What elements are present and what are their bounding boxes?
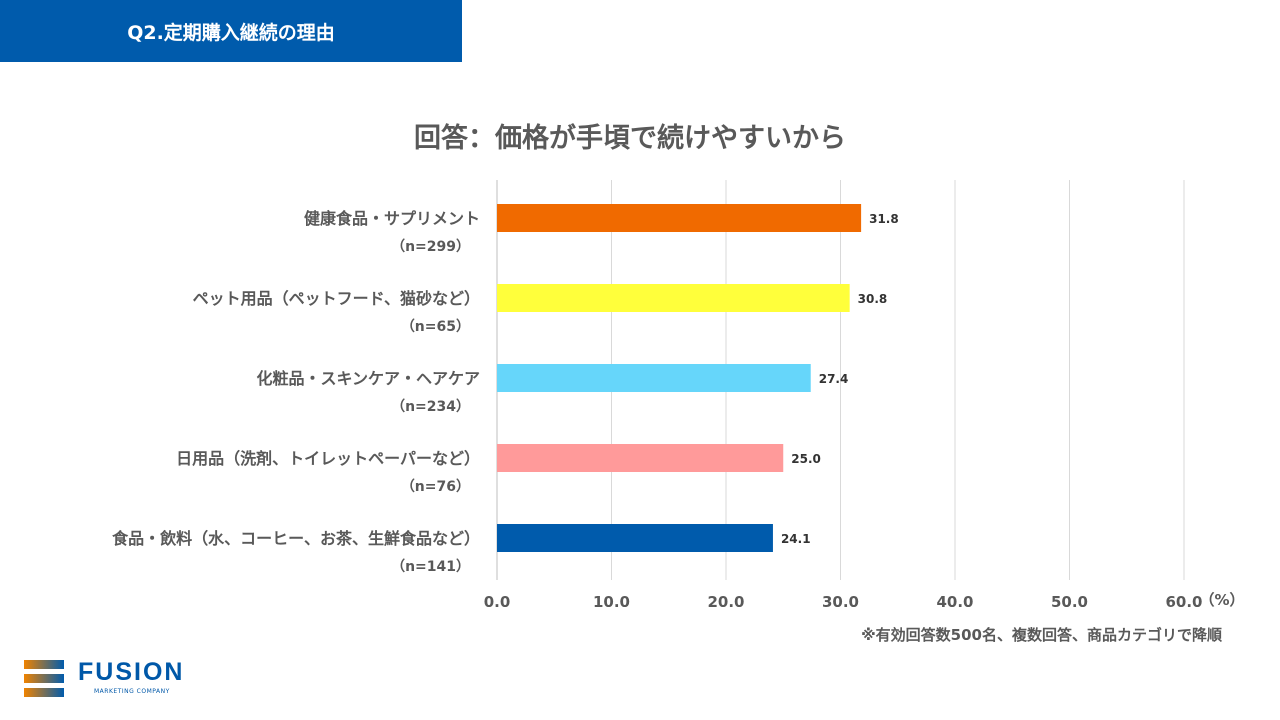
bar (497, 524, 773, 552)
category-label: 日用品（洗剤、トイレットペーパーなど） (176, 449, 480, 468)
bar (497, 284, 850, 312)
x-tick-label: 60.0 (1165, 593, 1202, 611)
section-title: Q2.定期購入継続の理由 (127, 21, 335, 44)
x-tick-label: 20.0 (707, 593, 744, 611)
data-label: 24.1 (781, 532, 811, 546)
category-label: ペット用品（ペットフード、猫砂など） (193, 289, 480, 308)
chart-title: 回答：価格が手頃で続けやすいから (414, 123, 846, 154)
category-label: 化粧品・スキンケア・ヘアケア (256, 369, 480, 388)
sample-size-label: （n=141） (391, 559, 470, 575)
x-tick-label: 30.0 (822, 593, 859, 611)
x-tick-label: 10.0 (593, 593, 630, 611)
sample-size-label: （n=65） (401, 319, 470, 335)
logo-wordmark: FUSION (78, 658, 185, 686)
bar (497, 444, 784, 472)
footnote: ※有効回答数500名、複数回答、商品カテゴリで降順 (861, 626, 1222, 644)
bar (497, 204, 862, 232)
fusion-logo: FUSION MARKETING COMPANY (24, 658, 194, 700)
x-tick-label: 50.0 (1051, 593, 1088, 611)
bar (497, 364, 811, 392)
data-label: 30.8 (858, 292, 888, 306)
section-header: Q2.定期購入継続の理由 (0, 0, 462, 62)
data-label: 31.8 (869, 212, 899, 226)
data-label: 27.4 (819, 372, 849, 386)
data-label: 25.0 (791, 452, 821, 466)
sample-size-label: （n=234） (391, 399, 470, 415)
category-label: 健康食品・サプリメント (304, 209, 480, 228)
x-tick-label: 0.0 (484, 593, 511, 611)
category-label: 食品・飲料（水、コーヒー、お茶、生鮮食品など） (111, 529, 480, 548)
x-tick-label: 40.0 (936, 593, 973, 611)
logo-subtitle: MARKETING COMPANY (94, 688, 170, 695)
x-unit-label: （%） (1199, 591, 1244, 609)
sample-size-label: （n=76） (401, 479, 470, 495)
sample-size-label: （n=299） (391, 239, 470, 255)
